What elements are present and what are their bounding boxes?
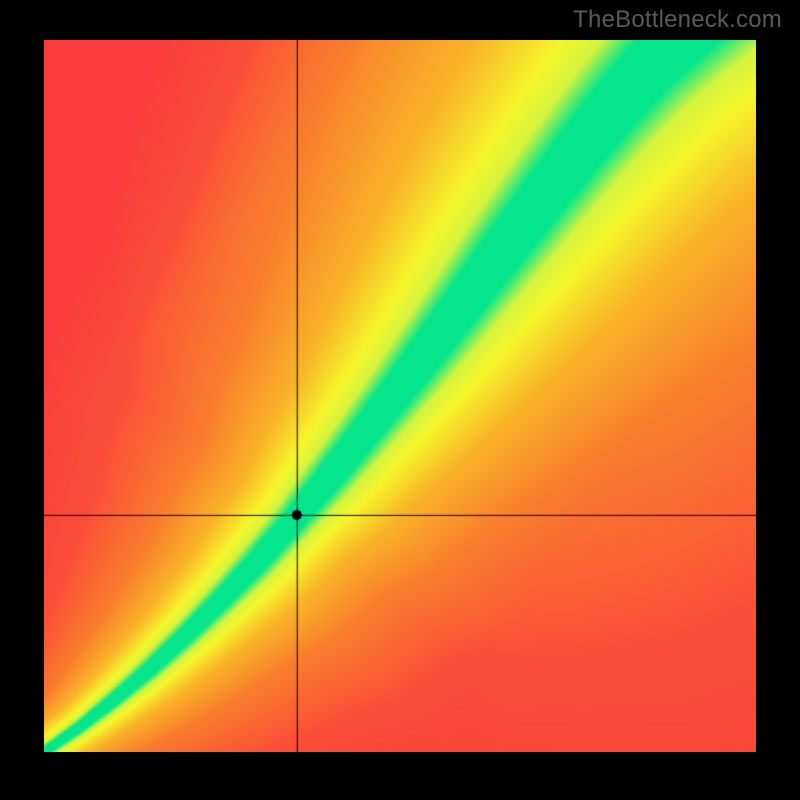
heatmap-canvas	[44, 40, 756, 752]
watermark-text: TheBottleneck.com	[573, 6, 782, 34]
figure-container: TheBottleneck.com	[0, 0, 800, 800]
heatmap-plot	[44, 40, 756, 752]
